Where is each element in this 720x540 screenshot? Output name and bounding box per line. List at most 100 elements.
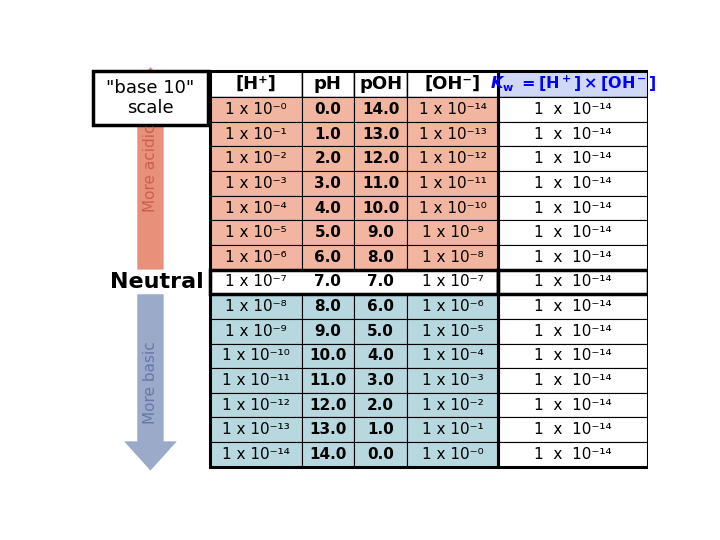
Text: 2.0: 2.0 xyxy=(315,151,341,166)
Text: 3.0: 3.0 xyxy=(315,176,341,191)
Text: 1.0: 1.0 xyxy=(315,126,341,141)
Text: 1  x  10⁻¹⁴: 1 x 10⁻¹⁴ xyxy=(534,447,612,462)
Text: 7.0: 7.0 xyxy=(367,274,394,289)
Text: 1 x 10⁻¹⁴: 1 x 10⁻¹⁴ xyxy=(419,102,487,117)
Bar xyxy=(407,220,498,245)
Text: 4.0: 4.0 xyxy=(315,200,341,215)
Text: 11.0: 11.0 xyxy=(362,176,400,191)
Text: $\bfit{K}_\mathbf{w}\ \mathbf{= [H^+] \times [OH^-]}$: $\bfit{K}_\mathbf{w}\ \mathbf{= [H^+] \t… xyxy=(490,74,657,94)
Bar xyxy=(407,195,498,220)
Bar xyxy=(354,319,407,343)
Bar xyxy=(302,146,354,171)
Text: 4.0: 4.0 xyxy=(367,348,394,363)
Text: 1 x 10⁻⁹: 1 x 10⁻⁹ xyxy=(422,225,484,240)
Text: 1 x 10⁻¹: 1 x 10⁻¹ xyxy=(225,126,287,141)
Text: 1 x 10⁻¹⁴: 1 x 10⁻¹⁴ xyxy=(222,447,289,462)
Text: 1 x 10⁻¹²: 1 x 10⁻¹² xyxy=(419,151,487,166)
Bar xyxy=(498,195,648,220)
Text: 12.0: 12.0 xyxy=(362,151,400,166)
Text: [H⁺]: [H⁺] xyxy=(235,75,276,93)
Bar xyxy=(302,269,354,294)
Text: 0.0: 0.0 xyxy=(367,447,394,462)
Bar xyxy=(93,71,208,125)
Bar xyxy=(210,122,302,146)
Text: 1 x 10⁻³: 1 x 10⁻³ xyxy=(422,373,484,388)
Bar xyxy=(210,319,302,343)
Text: 0.0: 0.0 xyxy=(315,102,341,117)
Text: 1 x 10⁻⁴: 1 x 10⁻⁴ xyxy=(225,200,287,215)
Text: More acidic: More acidic xyxy=(143,125,158,212)
Bar xyxy=(210,146,302,171)
Text: 12.0: 12.0 xyxy=(309,397,346,413)
Bar xyxy=(498,97,648,122)
Text: 1 x 10⁻¹¹: 1 x 10⁻¹¹ xyxy=(419,176,487,191)
Text: pOH: pOH xyxy=(359,75,402,93)
Bar xyxy=(498,71,648,467)
Bar xyxy=(498,269,648,294)
Bar xyxy=(210,417,302,442)
Bar xyxy=(210,245,302,269)
Bar xyxy=(302,220,354,245)
Text: 1  x  10⁻¹⁴: 1 x 10⁻¹⁴ xyxy=(534,102,612,117)
Text: 1  x  10⁻¹⁴: 1 x 10⁻¹⁴ xyxy=(534,225,612,240)
Bar xyxy=(354,442,407,467)
Bar xyxy=(210,294,302,319)
Polygon shape xyxy=(124,67,177,269)
Text: 10.0: 10.0 xyxy=(309,348,346,363)
Text: 9.0: 9.0 xyxy=(367,225,394,240)
Bar xyxy=(498,442,648,467)
Bar xyxy=(407,245,498,269)
Text: pH: pH xyxy=(314,75,342,93)
Bar xyxy=(210,171,302,195)
Text: 6.0: 6.0 xyxy=(367,299,394,314)
Text: 8.0: 8.0 xyxy=(367,250,394,265)
Bar xyxy=(210,97,302,122)
Bar xyxy=(498,319,648,343)
Text: 1 x 10⁻⁵: 1 x 10⁻⁵ xyxy=(225,225,287,240)
Bar xyxy=(498,269,648,294)
Text: 1 x 10⁻¹³: 1 x 10⁻¹³ xyxy=(222,422,289,437)
Bar xyxy=(407,442,498,467)
Bar xyxy=(302,245,354,269)
Text: 1 x 10⁻¹: 1 x 10⁻¹ xyxy=(422,422,484,437)
Bar xyxy=(498,245,648,269)
Bar xyxy=(407,269,498,294)
Bar xyxy=(354,269,407,294)
Bar xyxy=(210,269,302,294)
Bar xyxy=(302,171,354,195)
Text: 1 x 10⁻⁶: 1 x 10⁻⁶ xyxy=(225,250,287,265)
Text: 1  x  10⁻¹⁴: 1 x 10⁻¹⁴ xyxy=(534,422,612,437)
Text: 1 x 10⁻⁰: 1 x 10⁻⁰ xyxy=(422,447,484,462)
Text: 1 x 10⁻⁴: 1 x 10⁻⁴ xyxy=(422,348,484,363)
Text: 1 x 10⁻¹⁰: 1 x 10⁻¹⁰ xyxy=(419,200,487,215)
Bar xyxy=(302,319,354,343)
Bar xyxy=(407,71,498,97)
Text: 5.0: 5.0 xyxy=(315,225,341,240)
Bar xyxy=(302,368,354,393)
Bar xyxy=(407,171,498,195)
Bar xyxy=(407,393,498,417)
Bar xyxy=(210,442,302,467)
Bar xyxy=(354,122,407,146)
Bar xyxy=(498,393,648,417)
Bar xyxy=(210,269,498,294)
Text: Neutral: Neutral xyxy=(110,272,204,292)
Bar xyxy=(407,294,498,319)
Bar xyxy=(302,343,354,368)
Text: 9.0: 9.0 xyxy=(315,323,341,339)
Text: 1 x 10⁻³: 1 x 10⁻³ xyxy=(225,176,287,191)
Text: 1  x  10⁻¹⁴: 1 x 10⁻¹⁴ xyxy=(534,299,612,314)
Text: 1 x 10⁻⁸: 1 x 10⁻⁸ xyxy=(422,250,484,265)
Text: 1 x 10⁻¹³: 1 x 10⁻¹³ xyxy=(419,126,487,141)
Text: 2.0: 2.0 xyxy=(367,397,394,413)
Bar xyxy=(498,71,648,97)
Text: 1  x  10⁻¹⁴: 1 x 10⁻¹⁴ xyxy=(534,126,612,141)
Bar xyxy=(498,343,648,368)
Bar xyxy=(210,393,302,417)
Text: 1 x 10⁻²: 1 x 10⁻² xyxy=(225,151,287,166)
Bar xyxy=(210,343,302,368)
Bar xyxy=(354,97,407,122)
Text: 14.0: 14.0 xyxy=(309,447,346,462)
Bar xyxy=(210,71,302,97)
Bar xyxy=(354,195,407,220)
